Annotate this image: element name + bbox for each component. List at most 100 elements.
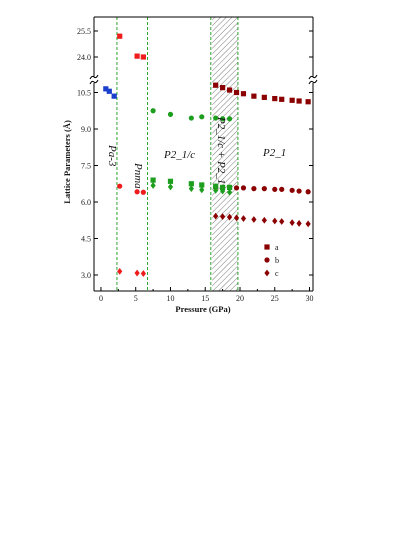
background-layer [116, 17, 239, 291]
data-point [305, 189, 311, 195]
y-tick-label: 6.0 [81, 198, 91, 207]
data-point [289, 97, 295, 103]
data-point [213, 186, 219, 194]
x-axis-title: Pressure (GPa) [175, 304, 230, 314]
data-point [103, 86, 109, 92]
y-tick-label: 4.5 [81, 235, 91, 244]
x-tick-label: 5 [134, 294, 138, 303]
phase-label-pa3: Pa-3 [106, 144, 118, 167]
x-tick-label: 20 [236, 294, 244, 303]
data-point [106, 88, 112, 94]
data-point [167, 111, 174, 117]
legend-label-c: c [275, 269, 279, 278]
data-point [140, 270, 146, 277]
data-point [117, 33, 123, 39]
data-point [134, 269, 140, 277]
x-tick-label: 25 [271, 294, 279, 303]
legend-marker-b [264, 257, 270, 263]
legend-label-a: a [275, 243, 279, 252]
axis-break-mark [308, 74, 318, 80]
legend-markers [264, 244, 270, 277]
data-point [226, 188, 233, 196]
data-point [272, 95, 278, 102]
data-point [233, 214, 240, 222]
data-point [233, 185, 240, 191]
axis-break-mark [308, 79, 318, 85]
data-point [199, 186, 205, 194]
data-point [296, 188, 302, 194]
axis-break-mark [89, 74, 99, 80]
data-point [226, 184, 233, 190]
data-point [226, 116, 233, 122]
y-tick-label: 7.5 [81, 162, 91, 171]
data-point [167, 178, 174, 184]
legend: a b c [275, 243, 279, 278]
data-point [261, 186, 267, 192]
data-point [140, 189, 146, 195]
data-point [240, 185, 247, 191]
x-tick-label: 30 [306, 294, 314, 303]
data-point [188, 181, 194, 187]
phase-label-p21: P2_1 [262, 147, 286, 159]
coexistence-region [212, 17, 238, 291]
data-point [251, 216, 257, 223]
data-point [226, 213, 233, 221]
data-point [134, 53, 140, 59]
data-point [279, 96, 285, 102]
y-tick-label: 24.0 [77, 53, 91, 62]
data-point [220, 184, 226, 190]
axis-break-mark [89, 79, 99, 85]
data-point [188, 115, 194, 121]
data-point [117, 267, 123, 275]
data-point [233, 89, 240, 96]
legend-marker-c [264, 269, 270, 277]
axes-layer: 0 5 10 15 20 25 30 24.0 25.5 3.0 4.5 6.0 7.5 9.0 10.5 [77, 16, 318, 303]
y-axis-title: Lattice Parameters (Å) [62, 120, 72, 204]
data-point [134, 189, 140, 195]
data-point [240, 215, 247, 222]
legend-label-b: b [275, 256, 279, 265]
data-point [289, 187, 295, 193]
data-point [140, 54, 146, 60]
y-tick-label: 3.0 [81, 271, 91, 280]
data-point [213, 82, 219, 88]
data-point [150, 177, 156, 183]
data-point [305, 220, 311, 228]
data-point [213, 183, 219, 189]
data-point [289, 219, 295, 227]
data-point [279, 218, 285, 225]
y-tick-label: 25.5 [77, 27, 91, 36]
data-point [240, 91, 247, 97]
data-point [199, 114, 205, 120]
x-tick-label: 15 [201, 294, 209, 303]
y-tick-label: 9.0 [81, 125, 91, 134]
data-point [261, 94, 267, 100]
x-tick-label: 10 [166, 294, 174, 303]
data-point [279, 186, 285, 192]
data-point [226, 87, 233, 93]
marks-layer [103, 33, 311, 277]
data-point [272, 217, 278, 225]
data-point [167, 183, 174, 191]
data-point [272, 186, 278, 192]
data-point [261, 216, 267, 224]
data-point [199, 182, 205, 188]
data-point [251, 186, 257, 192]
phase-label-pnma: Pnma [132, 162, 144, 189]
data-point [296, 220, 302, 227]
data-point [213, 115, 219, 121]
data-point [111, 93, 117, 99]
data-point [296, 98, 302, 104]
data-point [305, 99, 311, 105]
x-tick-label: 0 [99, 294, 103, 303]
data-point [220, 213, 226, 220]
data-point [150, 108, 156, 114]
data-point [220, 187, 226, 195]
data-point [251, 93, 257, 99]
data-point [220, 85, 226, 91]
phase-label-p21c: P2_1/c [163, 149, 195, 161]
data-point [188, 185, 194, 193]
data-point [117, 183, 123, 189]
data-point [220, 116, 226, 122]
